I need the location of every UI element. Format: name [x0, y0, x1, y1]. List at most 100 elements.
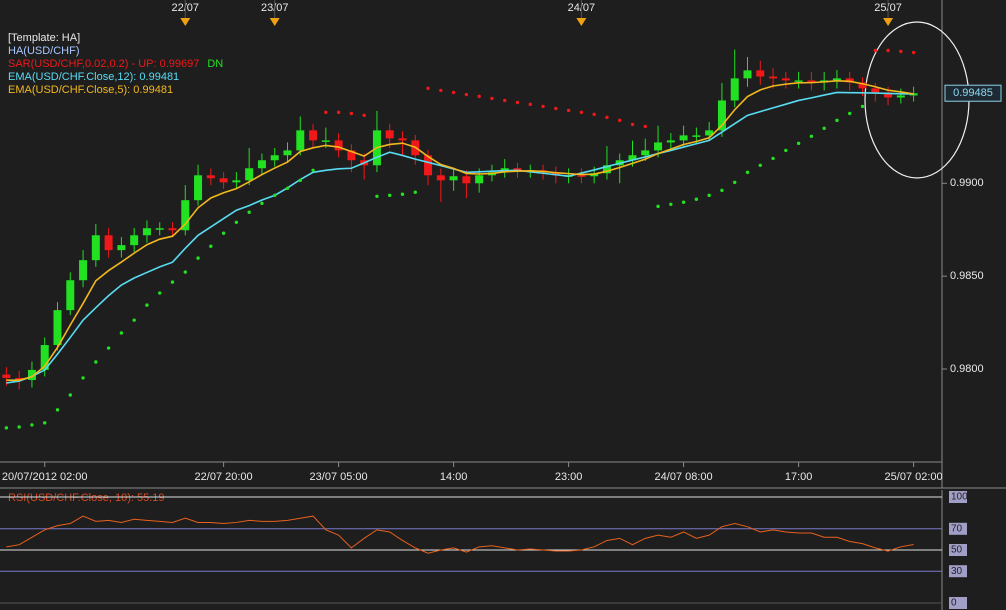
sar-dot: [221, 231, 226, 235]
candle-body: [206, 175, 215, 179]
sar-dot: [400, 192, 405, 196]
sar-dot: [336, 110, 341, 115]
sar-dot: [158, 291, 162, 295]
candle-body: [15, 377, 24, 380]
sar-dot: [707, 193, 711, 198]
sar-dot: [94, 360, 98, 364]
candle-body: [717, 100, 726, 131]
day-marker: [180, 18, 191, 26]
sar-dot: [234, 220, 239, 224]
rsi-line: [6, 515, 914, 554]
candle-body: [309, 130, 318, 141]
sar-dot: [745, 170, 750, 175]
candle-body: [283, 150, 292, 156]
sar-dot: [362, 113, 366, 118]
legend-candles: HA(USD/CHF): [8, 45, 80, 57]
candle-body: [219, 178, 228, 183]
day-marker: [883, 18, 894, 26]
x-tick-label: 20/07/2012 02:00: [2, 471, 88, 483]
sar-dot: [528, 102, 532, 107]
candle-body: [871, 88, 880, 93]
candle-body: [781, 78, 790, 81]
candle-body: [385, 130, 394, 139]
candle-body: [257, 160, 266, 169]
candle-body: [245, 168, 254, 181]
sar-dot: [81, 376, 85, 380]
sar-dot: [835, 118, 839, 123]
sar-dot: [503, 98, 507, 103]
candle-body: [475, 175, 484, 184]
sar-dot: [426, 86, 430, 91]
sar-dot: [43, 421, 47, 425]
candle-body: [79, 260, 88, 281]
sar-dot: [618, 118, 622, 123]
candle-body: [398, 138, 407, 141]
sar-dot: [733, 180, 737, 185]
y-tick-box: [949, 491, 967, 503]
sar-dot: [413, 190, 417, 194]
candle-body: [91, 235, 100, 261]
sar-dot: [4, 426, 9, 430]
sar-dot: [694, 197, 699, 201]
candle-body: [884, 92, 893, 98]
candle-body: [692, 135, 701, 137]
candle-body: [896, 95, 905, 98]
sar-dot: [170, 280, 175, 284]
sar-dot: [554, 106, 558, 111]
indicator-line: [6, 79, 914, 381]
sar-dot: [566, 108, 571, 113]
candle-body: [551, 172, 560, 176]
sar-dot: [196, 256, 200, 260]
y-tick-label: 0.9850: [950, 270, 984, 282]
sar-dot: [311, 168, 315, 172]
sar-dot: [298, 178, 302, 183]
x-tick-label: 22/07 20:00: [195, 471, 253, 483]
sar-dot: [911, 50, 916, 55]
candle-body: [832, 78, 841, 81]
sar-dot: [720, 188, 724, 193]
sar-dot: [55, 408, 60, 412]
sar-dot: [886, 48, 890, 53]
candle-body: [181, 200, 190, 231]
sar-dot: [669, 202, 673, 206]
sar-dot: [68, 393, 72, 397]
candle-body: [845, 78, 854, 83]
sar-dot: [439, 88, 443, 93]
y-tick-label: 50: [951, 545, 963, 556]
candle-body: [743, 70, 752, 79]
day-marker: [576, 18, 587, 26]
day-marker: [269, 18, 280, 26]
candle-body: [462, 176, 471, 184]
candle-body: [705, 130, 714, 136]
sar-dot: [464, 92, 469, 97]
sar-dot: [579, 110, 584, 115]
sar-dot: [515, 100, 520, 105]
candle-body: [436, 175, 445, 181]
candle-body: [40, 345, 49, 370]
sar-dot: [822, 126, 826, 131]
sar-dot: [209, 244, 213, 248]
candle-body: [104, 235, 113, 251]
x-tick-label: 25/07 02:00: [885, 471, 943, 483]
candle-body: [449, 176, 458, 181]
candle-body: [730, 78, 739, 101]
candle-body: [155, 228, 164, 230]
x-tick-label: 17:00: [785, 471, 813, 483]
candle-body: [858, 82, 867, 89]
sar-dot: [260, 201, 264, 206]
sar-dot: [477, 94, 481, 99]
candle-body: [679, 135, 688, 141]
sar-dot: [605, 115, 609, 120]
candle-body: [232, 180, 241, 183]
sar-dot: [848, 111, 852, 116]
sar-dot: [681, 200, 686, 204]
sar-dot: [541, 104, 545, 109]
x-tick-label: 23:00: [555, 471, 583, 483]
y-tick-box: [949, 565, 967, 578]
sar-dot: [106, 346, 111, 350]
x-tick-label: 14:00: [440, 471, 468, 483]
sar-dot: [592, 112, 596, 117]
sar-dot: [375, 194, 379, 198]
